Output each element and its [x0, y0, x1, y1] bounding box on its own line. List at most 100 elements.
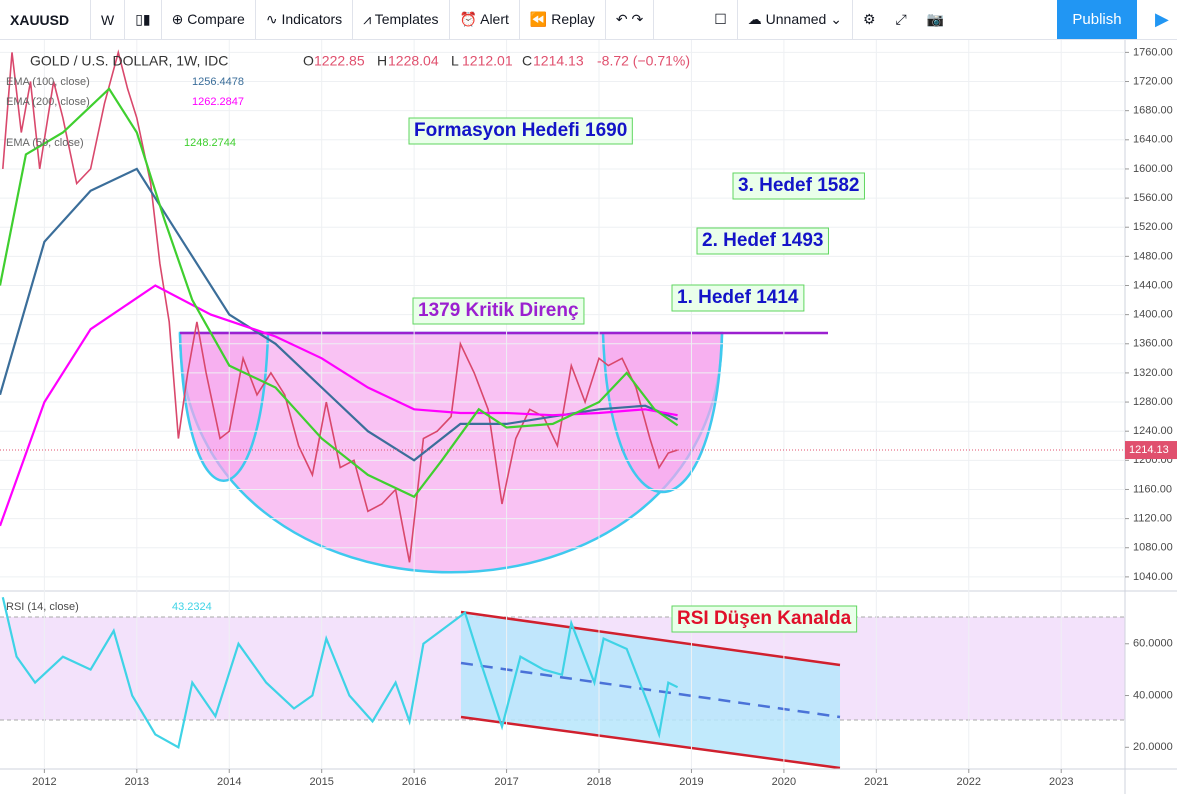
legend-value: 43.2324	[172, 601, 212, 613]
indicators-label: Indicators	[281, 11, 343, 27]
x-tick-label: 2015	[309, 776, 333, 788]
annotation-box	[412, 297, 585, 325]
replay[interactable]: ⏪ Replay	[529, 11, 595, 27]
settings[interactable]: ⚙	[862, 11, 876, 27]
channel-mid	[460, 661, 841, 719]
annotation: Formasyon Hedefi 1690	[414, 120, 627, 141]
layout-name: Unnamed	[765, 11, 827, 27]
annotation-box	[671, 605, 858, 633]
x-tick-label: 2022	[957, 776, 981, 788]
publish-button[interactable]: Publish	[1057, 0, 1137, 39]
legend-name: EMA (50, close)	[6, 137, 84, 149]
y-tick-label: 1480.00	[1133, 250, 1173, 262]
chart-style[interactable]: ▯▮	[135, 11, 151, 27]
y-tick-label: 1040.00	[1133, 571, 1173, 583]
annotation-box	[408, 117, 633, 145]
y-tick-label: 1240.00	[1133, 425, 1173, 437]
expand[interactable]: ⤢	[895, 11, 907, 27]
x-tick-label: 2020	[772, 776, 796, 788]
y-tick-label: 1600.00	[1133, 163, 1173, 175]
series-line	[0, 87, 679, 499]
y-tick-label: 1160.00	[1133, 483, 1172, 495]
y-tick-label: 1640.00	[1133, 134, 1173, 146]
undo[interactable]: ↶ ↷	[615, 11, 644, 27]
alert[interactable]: ⏰ Alert	[459, 11, 509, 27]
legend-value: 1256.4478	[192, 76, 244, 88]
series-line	[0, 284, 678, 527]
change: -8.72 (−0.71%)	[597, 53, 690, 69]
ohlc-label: O	[303, 53, 314, 69]
x-tick-label: 2016	[402, 776, 426, 788]
y-tick-label: 1360.00	[1133, 338, 1173, 350]
fullscreen-box[interactable]: ☐	[714, 11, 727, 27]
templates[interactable]: ⩘ Templates	[363, 11, 439, 27]
annotation-box	[671, 284, 805, 312]
ohlc-value: 1228.04	[388, 53, 439, 69]
x-tick-label: 2021	[864, 776, 888, 788]
separator	[254, 0, 256, 40]
x-tick-label: 2014	[217, 776, 241, 788]
y-tick-label: 40.0000	[1133, 689, 1173, 701]
separator	[518, 0, 520, 40]
x-tick-label: 2017	[494, 776, 518, 788]
separator	[352, 0, 354, 40]
series-line	[2, 49, 678, 563]
ohlc-label: C	[522, 53, 532, 69]
y-tick-label: 1560.00	[1133, 192, 1173, 204]
x-tick-label: 2019	[679, 776, 703, 788]
y-tick-label: 1720.00	[1133, 75, 1173, 87]
separator	[124, 0, 126, 40]
symbol[interactable]: XAUUSD	[10, 11, 70, 28]
separator	[653, 0, 655, 40]
last-price-label: 1214.13	[1129, 444, 1169, 456]
toolbar: XAUUSD W ▯▮ ⊕ Compare ∿ Indicators ⩘ Tem…	[0, 0, 1177, 40]
interval[interactable]: W	[101, 11, 115, 28]
ohlc-value: 1212.01	[462, 53, 513, 69]
legend-name: EMA (100, close)	[6, 76, 90, 88]
y-tick-label: 1680.00	[1133, 105, 1173, 117]
annotation: 1379 Kritik Direnç	[418, 300, 579, 321]
y-tick-label: 1280.00	[1133, 396, 1173, 408]
separator	[448, 0, 450, 40]
y-tick-label: 1760.00	[1133, 46, 1173, 58]
annotation: RSI Düşen Kanalda	[677, 608, 852, 629]
separator	[851, 0, 853, 40]
y-tick-label: 1520.00	[1133, 221, 1173, 233]
left-shoulder	[178, 332, 270, 482]
separator	[736, 0, 738, 40]
alert-label: Alert	[480, 11, 509, 27]
legend-name: EMA (200, close)	[6, 96, 90, 108]
chart: 1040.001080.001120.001160.001200.001240.…	[0, 40, 1177, 794]
separator	[160, 0, 162, 40]
x-tick-label: 2012	[32, 776, 56, 788]
separator	[90, 0, 91, 40]
ohlc-label: H	[377, 53, 387, 69]
ohlc-value: 1222.85	[314, 53, 365, 69]
channel-top	[460, 610, 841, 667]
compare-label: Compare	[187, 11, 245, 27]
y-tick-label: 1440.00	[1133, 279, 1173, 291]
x-tick-label: 2018	[587, 776, 611, 788]
snapshot[interactable]: 📷	[926, 11, 945, 27]
y-tick-label: 1080.00	[1133, 542, 1173, 554]
play-button[interactable]: ▶	[1155, 9, 1169, 29]
annotation: 3. Hedef 1582	[738, 175, 859, 196]
last-price-box	[1125, 441, 1177, 460]
channel-bottom	[460, 715, 841, 770]
ohlc-label: L	[451, 53, 459, 69]
annotation: 2. Hedef 1493	[702, 230, 823, 251]
replay-label: Replay	[551, 11, 595, 27]
annotation-box	[732, 172, 865, 200]
y-tick-label: 1320.00	[1133, 367, 1173, 379]
indicators[interactable]: ∿ Indicators	[265, 11, 343, 27]
compare[interactable]: ⊕ Compare	[171, 11, 245, 27]
y-tick-label: 60.0000	[1133, 638, 1173, 650]
layout[interactable]: ☁ Unnamed ⌄	[747, 11, 842, 27]
legend-value: 1262.2847	[192, 96, 244, 108]
legend-value: 1248.2744	[184, 137, 236, 149]
y-tick-label: 20.0000	[1133, 741, 1173, 753]
x-tick-label: 2023	[1049, 776, 1073, 788]
pane-title: GOLD / U.S. DOLLAR, 1W, IDC	[30, 53, 228, 69]
pane-title: RSI (14, close)	[6, 601, 79, 613]
